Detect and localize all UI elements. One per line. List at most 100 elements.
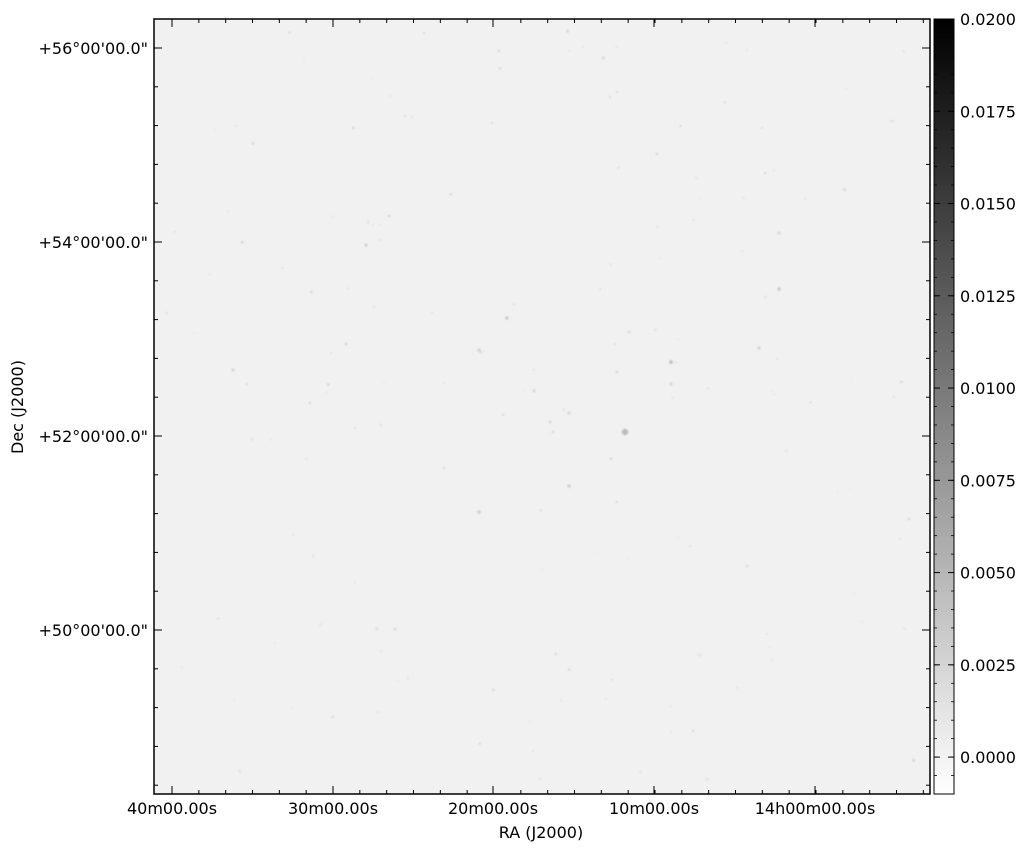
bright-source [567,411,571,415]
faint-source [379,649,383,653]
faint-source [907,517,911,521]
faint-source [892,395,895,398]
faint-source [705,777,709,781]
x-tick-label: 30m00.00s [288,799,378,818]
faint-source [396,679,399,682]
bright-source [548,420,552,424]
x-axis-ticks: 40m00.00s 30m00.00s 20m00.00s 10m00.00s 14h0… [127,19,924,818]
faint-source [501,413,505,417]
faint-source [378,238,381,242]
faint-source [699,197,702,200]
faint-source [766,632,769,635]
faint-source [383,381,385,383]
faint-source [512,303,516,306]
faint-source [524,389,526,392]
faint-source [227,210,230,213]
faint-source [208,272,211,276]
faint-source [653,328,657,332]
faint-source [772,169,775,172]
faint-source [366,220,370,224]
faint-source [274,642,276,644]
faint-source [292,533,295,536]
faint-source [325,391,328,394]
sky-image-background [154,19,930,794]
colorbar: 0.0200 0.0175 0.0150 0.0125 0.0100 0.0075 0.00… [933,10,1016,795]
y-tick-label: +50°00'00.0" [38,621,148,640]
faint-source [532,368,535,371]
faint-source [497,49,501,53]
faint-source [245,382,248,386]
faint-source [691,729,695,733]
x-axis-title: RA (J2000) [499,823,583,842]
faint-source [698,652,702,656]
y-tick-label: +56°00'00.0" [38,39,148,58]
faint-source [234,125,237,128]
faint-source [541,568,543,571]
faint-source [567,49,571,53]
faint-source [403,114,406,118]
faint-source [773,393,776,396]
faint-source [562,408,566,411]
faint-source [173,230,176,233]
faint-source [478,742,481,745]
faint-source [768,646,771,649]
faint-source [326,382,330,387]
faint-source [692,218,695,221]
bright-source [490,121,494,125]
faint-source [431,311,434,314]
faint-source [771,658,774,662]
colorbar-tick-label: 0.0000 [960,748,1016,767]
faint-source [760,126,764,130]
faint-source [742,197,745,199]
faint-source [764,171,767,175]
faint-source [912,758,916,762]
faint-source [529,721,531,724]
sky-image-panel: 40m00.00s 30m00.00s 20m00.00s 10m00.00s 14h0… [38,18,931,818]
bright-source [615,370,619,374]
faint-source [596,552,598,554]
faint-source [639,770,643,774]
faint-source [771,389,774,392]
faint-source [604,698,607,701]
faint-source [346,287,350,290]
faint-source [627,330,631,334]
colorbar-tick-label: 0.0150 [960,195,1016,214]
faint-source [251,141,255,145]
faint-source [750,347,753,349]
colorbar-tick-label: 0.0050 [960,564,1016,583]
faint-source [498,66,502,71]
faint-source [706,387,710,390]
faint-source [844,87,848,91]
faint-source [809,401,812,404]
colorbar-ticks: 0.0200 0.0175 0.0150 0.0125 0.0100 0.0075 0.00… [934,10,1016,776]
faint-source [371,224,374,226]
bright-source [442,466,446,470]
faint-source [406,677,409,680]
faint-source [850,488,852,491]
faint-source [319,623,323,627]
faint-source [331,715,335,719]
faint-source [330,352,333,354]
faint-source [379,423,382,427]
faint-source [736,686,739,689]
y-tick-label: +52°00'00.0" [38,427,148,446]
plot-frame [153,18,931,795]
faint-source [581,45,584,48]
faint-source [375,627,379,631]
faint-source [288,31,291,34]
bright-source [615,90,619,94]
bright-source [477,348,481,352]
faint-source [193,332,196,335]
faint-source [560,699,563,702]
y-axis-ticks: +56°00'00.0" +54°00'00.0" +52°00'00.0" +50°… [38,39,930,786]
bright-source [387,214,391,218]
x-tick-label: 40m00.00s [127,799,217,818]
faint-source [389,95,392,98]
faint-source [669,705,672,708]
faint-source [216,617,220,620]
faint-source [302,57,305,60]
faint-source [724,41,728,45]
faint-source [613,342,617,346]
faint-source [379,224,382,226]
